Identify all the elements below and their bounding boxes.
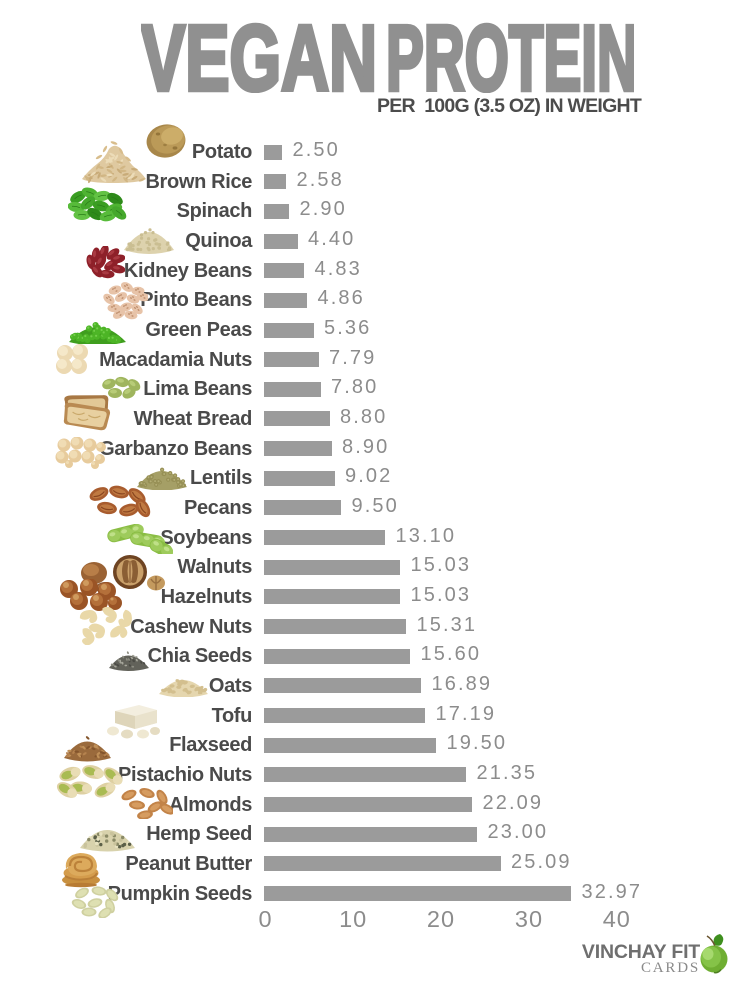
svg-text:VINCHAY FIT: VINCHAY FIT: [582, 941, 700, 963]
svg-text:VEGAN: VEGAN: [141, 13, 377, 93]
svg-text:CARDS: CARDS: [641, 960, 700, 976]
svg-text:PROTEIN: PROTEIN: [386, 13, 634, 93]
